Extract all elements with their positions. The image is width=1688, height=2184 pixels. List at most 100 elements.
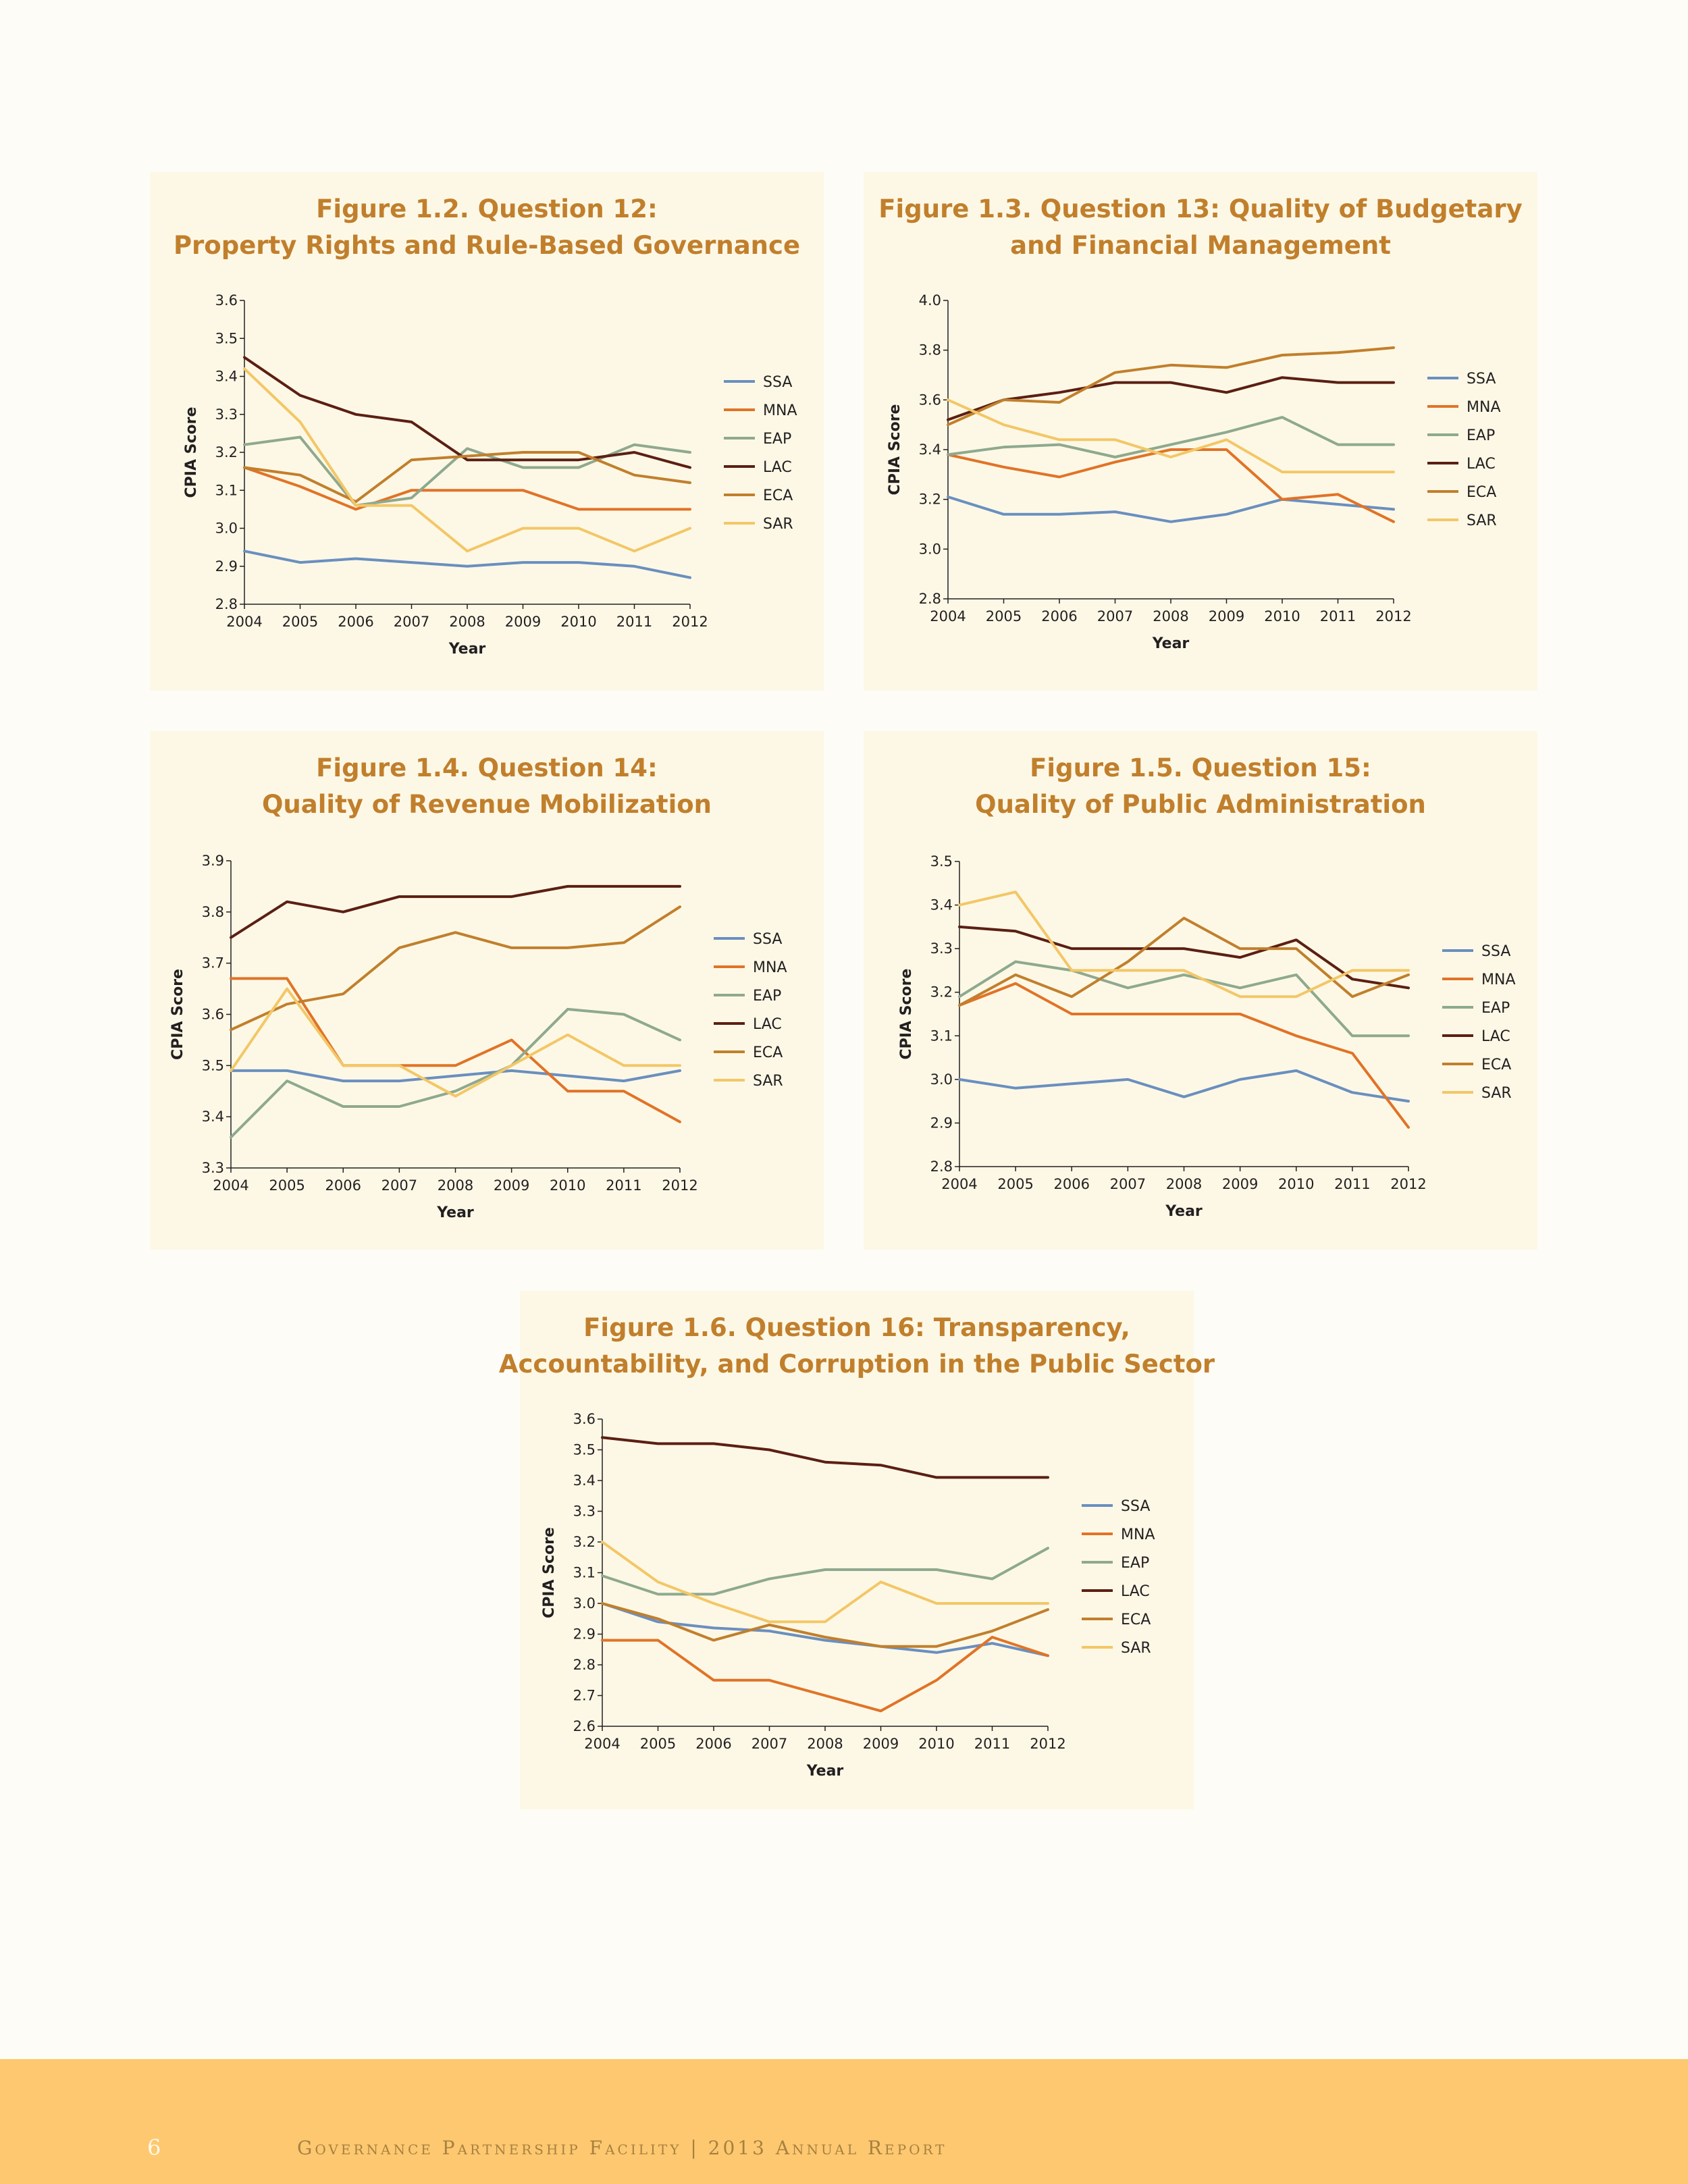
y-axis-label: CPIA Score [898,969,915,1060]
series-line-ssa [243,550,691,579]
series-line-eca [601,1602,1049,1648]
figure-1-3-panel: Figure 1.3. Question 13: Quality of Budg… [864,172,1537,691]
series-line-lac [230,884,681,939]
x-tick-label: 2005 [282,614,318,630]
chart-title-line: Figure 1.5. Question 15: [1030,753,1371,782]
y-tick-label: 3.5 [215,330,238,346]
x-tick-label: 2006 [1041,608,1077,624]
y-tick-label: 2.9 [215,558,238,575]
series-line-eap [243,435,691,507]
legend-label-ssa: SSA [763,374,792,391]
series-line-lac [601,1436,1049,1479]
x-tick-label: 2011 [616,614,652,630]
y-tick-label: 3.1 [573,1565,596,1581]
y-tick-label: 3.4 [215,369,238,385]
x-tick-label: 2011 [974,1736,1010,1752]
x-tick-label: 2008 [1153,608,1188,624]
x-axis-label: Year [436,1204,474,1221]
series-line-eap [601,1547,1049,1596]
legend-label-sar: SAR [1481,1085,1512,1102]
legend-label-sar: SAR [753,1073,783,1090]
x-tick-label: 2004 [584,1736,620,1752]
y-axis-label: CPIA Score [169,969,186,1060]
series-line-lac [958,925,1410,990]
y-tick-label: 3.6 [202,1007,224,1023]
series-line-eca [243,451,691,504]
y-tick-label: 2.6 [573,1718,596,1734]
x-tick-label: 2006 [338,614,373,630]
y-tick-label: 2.9 [930,1115,953,1131]
x-axis-label: Year [806,1763,844,1780]
legend-label-eca: ECA [753,1044,783,1061]
y-tick-label: 3.6 [919,392,941,408]
legend-label-ssa: SSA [1467,371,1496,388]
x-tick-label: 2004 [226,614,262,630]
x-tick-label: 2008 [438,1177,473,1194]
y-tick-label: 2.8 [573,1657,596,1673]
x-tick-label: 2011 [606,1177,641,1194]
legend-label-mna: MNA [1467,399,1501,416]
series-line-mna [243,466,691,511]
y-tick-label: 3.2 [919,491,941,508]
legend-label-eca: ECA [1481,1057,1511,1073]
legend-label-lac: LAC [763,459,792,476]
legend-label-mna: MNA [763,402,797,419]
y-tick-label: 3.4 [202,1109,224,1125]
line-chart-svg: Figure 1.3. Question 13: Quality of Budg… [878,194,1522,652]
x-tick-label: 2008 [807,1736,843,1752]
y-tick-label: 3.0 [930,1071,953,1088]
y-tick-label: 3.8 [202,904,224,920]
x-tick-label: 2010 [560,614,596,630]
legend-label-eap: EAP [1121,1555,1149,1572]
y-tick-label: 3.5 [202,1057,224,1073]
line-chart-svg: Figure 1.2. Question 12: Property Rights … [174,194,800,658]
y-tick-label: 3.3 [202,1160,224,1176]
legend-label-lac: LAC [1467,456,1496,473]
x-tick-label: 2004 [941,1176,977,1192]
y-axis-label: CPIA Score [887,404,903,496]
x-tick-label: 2005 [640,1736,676,1752]
footer-report-title: Governance Partnership Facility | 2013 A… [297,2137,947,2159]
legend-label-sar: SAR [1467,512,1497,529]
series-line-sar [947,398,1395,474]
y-tick-label: 3.9 [202,853,224,869]
legend-label-eca: ECA [763,487,793,504]
y-tick-label: 3.8 [919,342,941,358]
x-axis-label: Year [1165,1203,1203,1220]
legend-label-lac: LAC [1121,1583,1150,1600]
x-tick-label: 2012 [662,1177,697,1194]
x-tick-label: 2009 [1209,608,1244,624]
series-line-eap [947,416,1395,458]
y-tick-label: 3.0 [573,1595,596,1612]
series-line-eap [230,1007,681,1139]
series-line-ssa [958,1069,1410,1103]
x-tick-label: 2012 [1390,1176,1426,1192]
y-tick-label: 3.1 [215,482,238,498]
x-tick-label: 2007 [1110,1176,1146,1192]
y-axis-label: CPIA Score [541,1527,558,1618]
x-tick-label: 2009 [505,614,541,630]
x-tick-label: 2007 [751,1736,787,1752]
chart-title-line: Figure 1.4. Question 14: [316,753,658,782]
figure-1-6-panel: Figure 1.6. Question 16: Transparency, Ac… [499,1291,1215,1809]
y-tick-label: 2.8 [215,596,238,612]
series-line-lac [243,356,691,469]
x-tick-label: 2008 [449,614,485,630]
x-tick-label: 2005 [986,608,1022,624]
line-chart-svg: Figure 1.5. Question 15: Quality of Publi… [898,753,1516,1220]
series-line-ssa [947,496,1395,523]
series-line-mna [958,982,1410,1129]
chart-title-line: Quality of Public Administration [975,790,1426,819]
y-tick-label: 3.6 [215,292,238,309]
series-line-sar [243,367,691,553]
chart-title-line: Figure 1.6. Question 16: Transparency, [583,1313,1130,1342]
legend-label-mna: MNA [1481,971,1516,988]
x-tick-label: 2007 [381,1177,417,1194]
y-tick-label: 3.0 [215,521,238,537]
legend-label-lac: LAC [1481,1028,1510,1045]
series-line-lac [947,376,1395,421]
page-footer: 6 Governance Partnership Facility | 2013… [0,2059,1688,2184]
x-tick-label: 2011 [1320,608,1356,624]
x-axis-label: Year [448,641,486,658]
y-axis-label: CPIA Score [183,407,200,498]
